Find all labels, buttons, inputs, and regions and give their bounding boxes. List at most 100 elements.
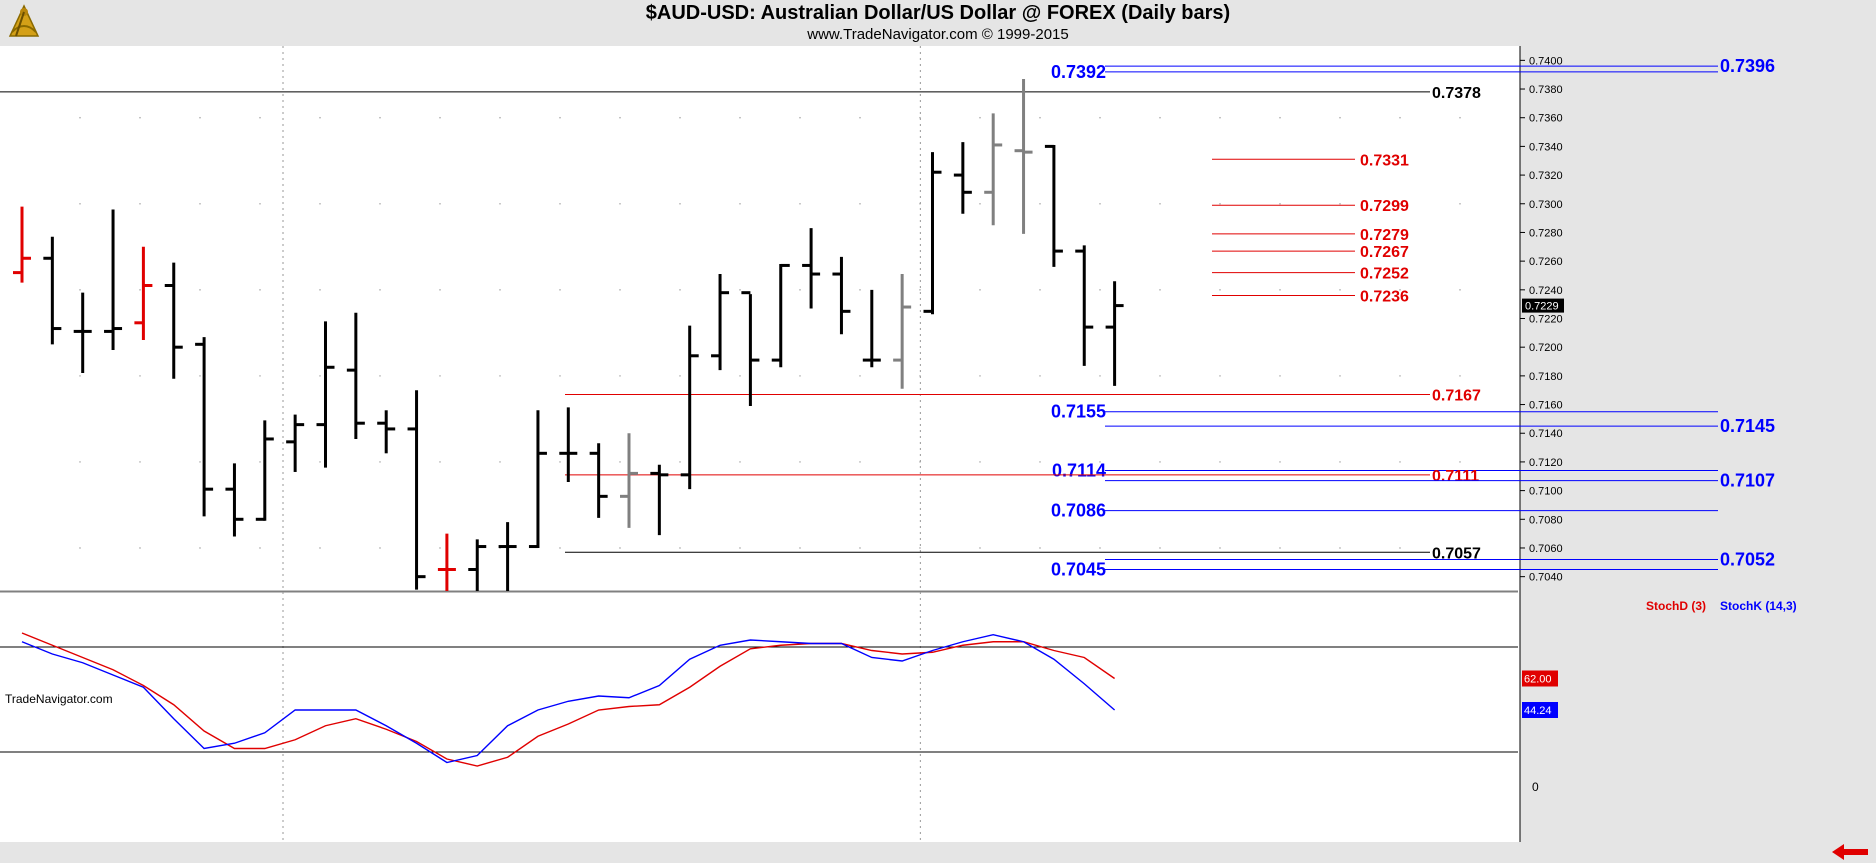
grid-dot: [799, 202, 801, 205]
grid-dot: [379, 461, 381, 463]
grid-dot: [1099, 375, 1101, 377]
level-label: 0.7331: [1360, 152, 1409, 169]
grid-dot: [1219, 289, 1221, 291]
grid-dot: [439, 375, 441, 377]
ohlc-bar: [286, 414, 305, 472]
stoch-series-line: [21, 632, 1115, 767]
grid-dot: [919, 289, 921, 291]
grid-dot: [79, 202, 81, 205]
grid-dot: [559, 116, 561, 119]
ohlc-bar: [680, 325, 699, 490]
ohlc-bar: [984, 113, 1003, 226]
y-tick-label: 0.7360: [1529, 113, 1563, 125]
grid-dot: [619, 375, 621, 377]
ohlc-bar: [498, 522, 517, 591]
y-tick-label: 0.7160: [1529, 400, 1563, 412]
ohlc-bar: [43, 236, 62, 345]
ohlc-bar: [832, 256, 851, 335]
grid-dot: [1339, 461, 1341, 463]
grid-dot: [1159, 461, 1161, 463]
grid-dot: [619, 289, 621, 291]
grid-dot: [1459, 547, 1461, 549]
left-arrow-icon[interactable]: [1830, 843, 1870, 861]
grid-dot: [1219, 461, 1221, 463]
level-label: 0.7111: [1432, 468, 1479, 485]
ohlc-bar: [1044, 144, 1063, 267]
grid-dot: [79, 116, 81, 119]
ohlc-bar: [13, 206, 31, 283]
grid-dot: [619, 461, 621, 463]
stoch-last-value-box: [1522, 702, 1558, 718]
grid-dot: [139, 461, 141, 463]
grid-dot: [979, 547, 981, 549]
grid-dot: [1219, 547, 1221, 549]
ohlc-bar: [862, 289, 881, 368]
grid-dot: [739, 461, 741, 463]
grid-dot: [1339, 289, 1341, 291]
grid-dot: [259, 289, 261, 291]
ohlc-bar: [1014, 78, 1033, 234]
level-label: 0.7267: [1360, 244, 1409, 261]
sextant-logo-icon: [8, 4, 40, 37]
level-label: 0.7396: [1720, 56, 1775, 76]
y-tick-label: 0.7400: [1529, 55, 1563, 67]
level-label: 0.7086: [1051, 501, 1106, 521]
grid-dot: [499, 116, 501, 119]
grid-dot: [1279, 547, 1281, 549]
level-label: 0.7114: [1052, 461, 1106, 481]
grid-dot: [1159, 547, 1161, 549]
ohlc-bar: [316, 321, 335, 468]
grid-dot: [979, 289, 981, 291]
y-tick-label: 0.7320: [1529, 170, 1563, 182]
stoch-legend-d: StochD (3): [1646, 599, 1706, 613]
grid-dot: [739, 547, 741, 549]
ohlc-bar: [1075, 245, 1094, 366]
grid-dot: [559, 289, 561, 291]
ohlc-bar: [407, 390, 426, 590]
y-tick-label: 0.7080: [1529, 514, 1563, 526]
grid-dot: [1039, 461, 1041, 463]
ohlc-bar: [255, 420, 274, 521]
grid-dot: [859, 289, 861, 291]
grid-dot: [1399, 375, 1401, 377]
grid-dot: [1159, 202, 1161, 205]
grid-dot: [379, 202, 381, 205]
grid-dot: [439, 116, 441, 119]
y-tick-label: 0.7280: [1529, 227, 1563, 239]
ohlc-bar: [134, 246, 153, 341]
grid-dot: [1099, 202, 1101, 205]
grid-dot: [1159, 289, 1161, 291]
grid-dot: [379, 289, 381, 291]
y-tick-label: 0.7100: [1529, 486, 1563, 498]
grid-dot: [1399, 461, 1401, 463]
grid-dot: [79, 461, 81, 463]
grid-dot: [319, 116, 321, 119]
grid-dot: [139, 289, 141, 291]
grid-dot: [1339, 202, 1341, 205]
grid-dot: [859, 547, 861, 549]
grid-dot: [979, 116, 981, 119]
grid-dot: [1039, 116, 1041, 119]
y-tick-label: 0.7060: [1529, 543, 1563, 555]
ohlc-bar: [953, 142, 972, 214]
ohlc-bar: [589, 443, 608, 518]
grid-dot: [379, 116, 381, 119]
grid-dot: [319, 461, 321, 463]
grid-dot: [739, 116, 741, 119]
grid-dot: [259, 116, 261, 119]
grid-dot: [799, 116, 801, 119]
grid-dot: [1279, 375, 1281, 377]
ohlc-bar: [741, 291, 760, 406]
ohlc-bar: [650, 464, 669, 536]
grid-dot: [559, 202, 561, 205]
grid-dot: [1459, 461, 1461, 463]
grid-dot: [1219, 202, 1221, 205]
grid-dot: [1339, 375, 1341, 377]
grid-dot: [1219, 375, 1221, 377]
grid-dot: [859, 116, 861, 119]
chart-header: [0, 0, 1876, 46]
ohlc-bar: [73, 292, 92, 373]
grid-dot: [139, 547, 141, 549]
watermark: TradeNavigator.com: [5, 692, 113, 706]
grid-dot: [859, 375, 861, 377]
